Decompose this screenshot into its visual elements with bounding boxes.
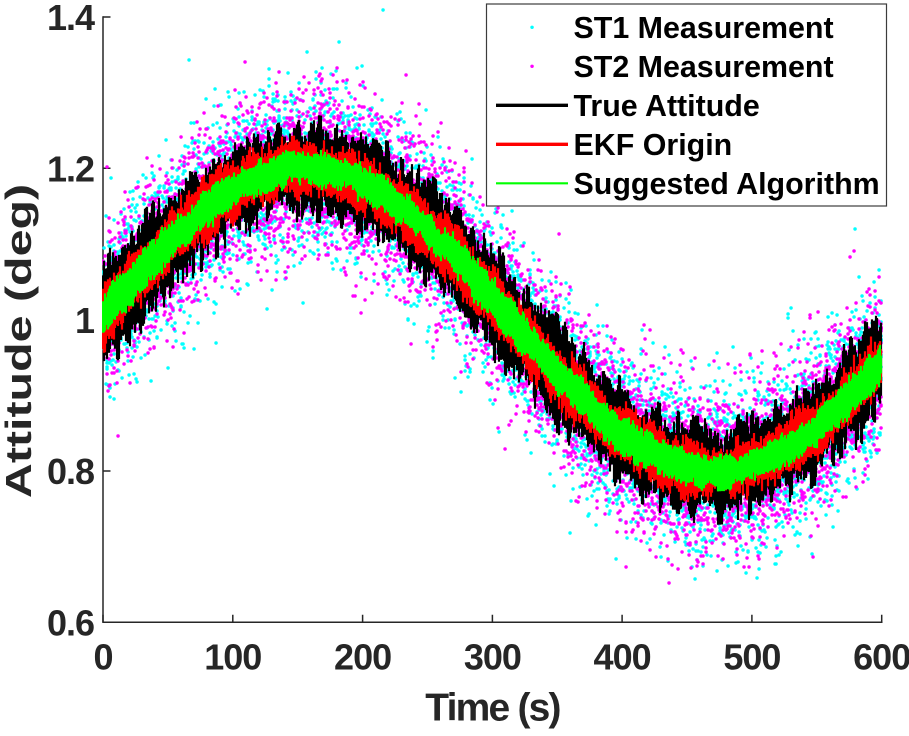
svg-text:1.2: 1.2 [47,149,94,190]
svg-text:ST1 Measurement: ST1 Measurement [574,11,834,45]
svg-text:ST2 Measurement: ST2 Measurement [574,50,834,84]
svg-text:300: 300 [464,636,521,677]
svg-text:400: 400 [594,636,651,677]
svg-text:Attitude (deg): Attitude (deg) [0,184,40,498]
svg-text:EKF Origin: EKF Origin [574,128,733,162]
svg-text:True Attitude: True Attitude [574,89,760,123]
svg-text:0.8: 0.8 [47,451,94,492]
svg-text:600: 600 [853,636,909,677]
svg-text:1: 1 [75,300,95,341]
svg-text:Time (s): Time (s) [425,687,560,730]
svg-text:500: 500 [723,636,780,677]
svg-text:100: 100 [204,636,261,677]
svg-text:Suggested Algorithm: Suggested Algorithm [574,167,880,201]
svg-text:1.4: 1.4 [47,0,95,38]
svg-text:0.6: 0.6 [47,603,94,644]
svg-text:200: 200 [334,636,391,677]
svg-text:0: 0 [93,636,112,677]
